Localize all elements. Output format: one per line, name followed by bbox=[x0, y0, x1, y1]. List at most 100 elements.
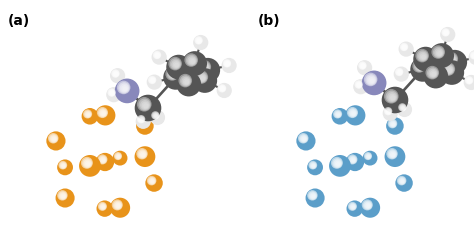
Circle shape bbox=[367, 76, 376, 85]
Circle shape bbox=[221, 88, 224, 91]
Circle shape bbox=[140, 152, 146, 158]
Circle shape bbox=[387, 110, 391, 114]
Circle shape bbox=[58, 161, 67, 169]
Circle shape bbox=[136, 117, 154, 135]
Circle shape bbox=[442, 50, 467, 75]
Circle shape bbox=[96, 153, 114, 171]
Circle shape bbox=[399, 71, 401, 74]
Circle shape bbox=[348, 156, 357, 164]
Circle shape bbox=[423, 64, 448, 88]
Circle shape bbox=[117, 81, 130, 94]
Circle shape bbox=[100, 157, 106, 163]
Circle shape bbox=[403, 46, 406, 49]
Circle shape bbox=[151, 180, 154, 183]
Circle shape bbox=[111, 92, 114, 95]
Circle shape bbox=[419, 53, 427, 60]
Circle shape bbox=[446, 54, 457, 65]
Circle shape bbox=[391, 153, 395, 157]
Circle shape bbox=[171, 60, 181, 69]
Circle shape bbox=[116, 154, 121, 159]
Circle shape bbox=[100, 111, 106, 116]
Circle shape bbox=[355, 80, 363, 89]
Circle shape bbox=[137, 97, 152, 112]
Circle shape bbox=[390, 121, 396, 127]
Circle shape bbox=[155, 54, 160, 58]
Circle shape bbox=[471, 52, 474, 59]
Circle shape bbox=[370, 78, 374, 83]
Circle shape bbox=[401, 106, 405, 110]
Circle shape bbox=[155, 53, 160, 58]
Circle shape bbox=[401, 180, 404, 183]
Circle shape bbox=[115, 79, 139, 103]
Text: (b): (b) bbox=[258, 14, 281, 28]
Circle shape bbox=[418, 52, 428, 61]
Circle shape bbox=[437, 51, 442, 56]
Circle shape bbox=[171, 73, 176, 78]
Circle shape bbox=[334, 159, 342, 168]
Circle shape bbox=[140, 118, 144, 122]
Circle shape bbox=[417, 50, 428, 62]
Circle shape bbox=[118, 155, 120, 158]
Circle shape bbox=[388, 149, 397, 159]
Circle shape bbox=[347, 107, 358, 118]
Circle shape bbox=[468, 80, 472, 83]
Circle shape bbox=[399, 178, 405, 184]
Circle shape bbox=[99, 156, 107, 164]
Circle shape bbox=[136, 114, 151, 129]
Circle shape bbox=[113, 71, 118, 77]
Circle shape bbox=[170, 58, 181, 70]
Circle shape bbox=[307, 159, 323, 175]
Circle shape bbox=[351, 205, 356, 209]
Circle shape bbox=[115, 73, 118, 76]
Circle shape bbox=[395, 68, 403, 76]
Circle shape bbox=[364, 152, 372, 160]
Circle shape bbox=[106, 87, 121, 102]
Circle shape bbox=[148, 76, 156, 84]
Circle shape bbox=[120, 84, 129, 93]
Circle shape bbox=[85, 161, 91, 167]
Circle shape bbox=[226, 62, 230, 66]
Circle shape bbox=[154, 114, 158, 118]
Circle shape bbox=[442, 62, 455, 76]
Circle shape bbox=[58, 191, 67, 200]
Circle shape bbox=[95, 105, 115, 125]
Circle shape bbox=[186, 55, 197, 66]
Circle shape bbox=[353, 79, 368, 94]
Circle shape bbox=[154, 52, 161, 59]
Circle shape bbox=[352, 159, 355, 162]
Circle shape bbox=[170, 71, 177, 78]
Circle shape bbox=[100, 158, 106, 163]
Circle shape bbox=[198, 73, 207, 82]
Circle shape bbox=[187, 56, 196, 65]
Circle shape bbox=[357, 83, 362, 87]
Circle shape bbox=[441, 28, 450, 37]
Circle shape bbox=[121, 85, 128, 92]
Circle shape bbox=[114, 152, 122, 160]
Circle shape bbox=[468, 50, 474, 65]
Circle shape bbox=[331, 157, 343, 169]
Circle shape bbox=[143, 103, 148, 108]
Circle shape bbox=[400, 43, 408, 51]
Circle shape bbox=[223, 59, 231, 68]
Circle shape bbox=[57, 159, 73, 175]
Circle shape bbox=[367, 155, 370, 158]
Circle shape bbox=[138, 98, 151, 111]
Circle shape bbox=[115, 203, 121, 209]
Circle shape bbox=[426, 66, 439, 79]
Circle shape bbox=[445, 65, 454, 74]
Circle shape bbox=[398, 103, 407, 112]
Circle shape bbox=[113, 201, 122, 210]
Circle shape bbox=[366, 204, 370, 208]
Circle shape bbox=[391, 122, 396, 127]
Circle shape bbox=[135, 95, 161, 121]
Circle shape bbox=[114, 72, 118, 76]
Circle shape bbox=[301, 136, 307, 142]
Circle shape bbox=[140, 100, 150, 110]
Circle shape bbox=[123, 87, 128, 91]
Circle shape bbox=[218, 84, 226, 92]
Circle shape bbox=[192, 68, 217, 93]
Circle shape bbox=[398, 71, 402, 75]
Circle shape bbox=[346, 153, 364, 171]
Circle shape bbox=[442, 29, 449, 36]
Circle shape bbox=[79, 155, 101, 177]
